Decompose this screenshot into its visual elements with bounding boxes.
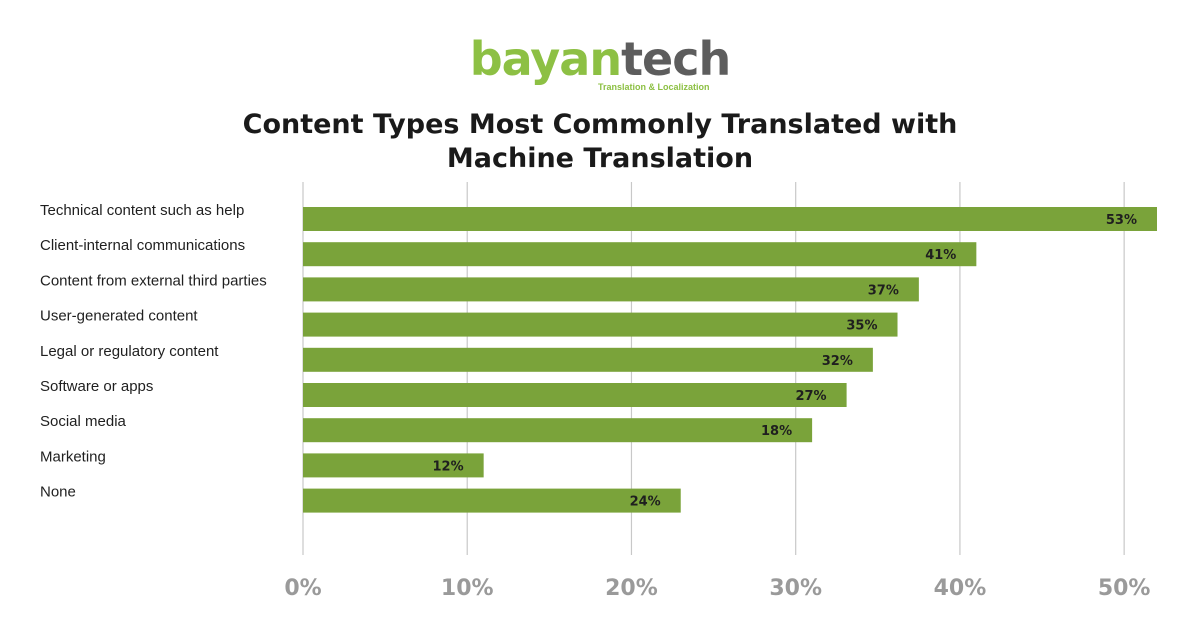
bar (303, 347, 873, 372)
logo-wordmark: bayantech (470, 36, 732, 82)
x-tick-label: 50% (1098, 576, 1151, 601)
logo: bayantech Translation & Localization (0, 36, 1200, 92)
x-tick-label: 10% (441, 576, 494, 601)
x-tick-label: 40% (934, 576, 987, 601)
data-label: 41% (925, 248, 956, 263)
data-label: 27% (795, 389, 826, 404)
data-label: 18% (761, 424, 792, 439)
bar (303, 207, 1157, 231)
logo-tagline: Translation & Localization (598, 82, 710, 92)
chart-title-line1: Content Types Most Commonly Translated w… (242, 109, 958, 140)
category-label: None (40, 484, 76, 501)
x-tick-label: 0% (284, 576, 321, 601)
category-label: Legal or regulatory content (40, 343, 219, 360)
bar (303, 453, 484, 478)
bar (303, 277, 919, 302)
data-label: 35% (846, 319, 877, 334)
x-tick-label: 20% (605, 576, 658, 601)
bar (303, 312, 898, 337)
data-label: 37% (868, 283, 899, 298)
bar (303, 242, 977, 267)
chart-title-line2: Machine Translation (446, 143, 754, 174)
category-label: Content from external third parties (40, 272, 267, 289)
data-label: 53% (1106, 213, 1137, 228)
category-label: Client-internal communications (40, 237, 245, 254)
data-label: 24% (630, 495, 661, 510)
bar (303, 383, 847, 407)
chart-title: Content Types Most Commonly Translated w… (0, 108, 1200, 176)
category-label: Technical content such as help (40, 202, 244, 219)
data-label: 12% (433, 459, 464, 474)
bar (303, 418, 813, 443)
x-tick-label: 30% (769, 576, 822, 601)
category-label: Social media (40, 413, 127, 430)
bar (303, 488, 681, 513)
data-label: 32% (822, 354, 853, 369)
logo-word-part2: tech (621, 32, 731, 86)
category-label: User-generated content (40, 308, 198, 325)
category-label: Marketing (40, 448, 106, 465)
category-label: Software or apps (40, 378, 153, 395)
logo-word-part1: bayan (469, 32, 622, 86)
